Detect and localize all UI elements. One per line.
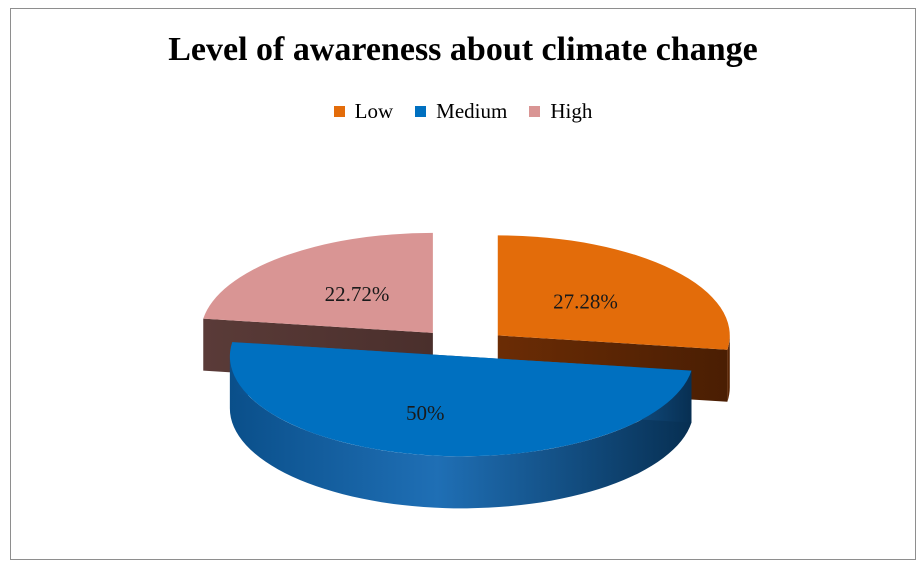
chart-title: Level of awareness about climate change xyxy=(168,31,758,68)
pie-top-medium xyxy=(229,342,692,457)
data-label-low: 27.28% xyxy=(553,290,618,314)
data-label-medium: 50% xyxy=(406,401,445,425)
data-label-high: 22.72% xyxy=(325,282,390,306)
legend: Low Medium High xyxy=(11,99,915,124)
pie-top-high xyxy=(203,232,433,333)
legend-swatch-medium xyxy=(415,106,427,117)
legend-label-high: High xyxy=(550,99,593,123)
legend-swatch-high xyxy=(529,106,541,117)
pie-slice-medium: 50% xyxy=(229,342,692,509)
pie-side-low xyxy=(727,335,730,402)
legend-label-low: Low xyxy=(354,99,394,123)
pie-side-medium xyxy=(229,356,692,509)
legend-item-medium: Medium xyxy=(415,99,507,124)
legend-item-low: Low xyxy=(333,99,394,124)
legend-label-medium: Medium xyxy=(436,99,508,123)
legend-swatch-low xyxy=(333,106,345,117)
pie-top-low xyxy=(497,235,730,350)
legend-item-high: High xyxy=(529,99,592,124)
